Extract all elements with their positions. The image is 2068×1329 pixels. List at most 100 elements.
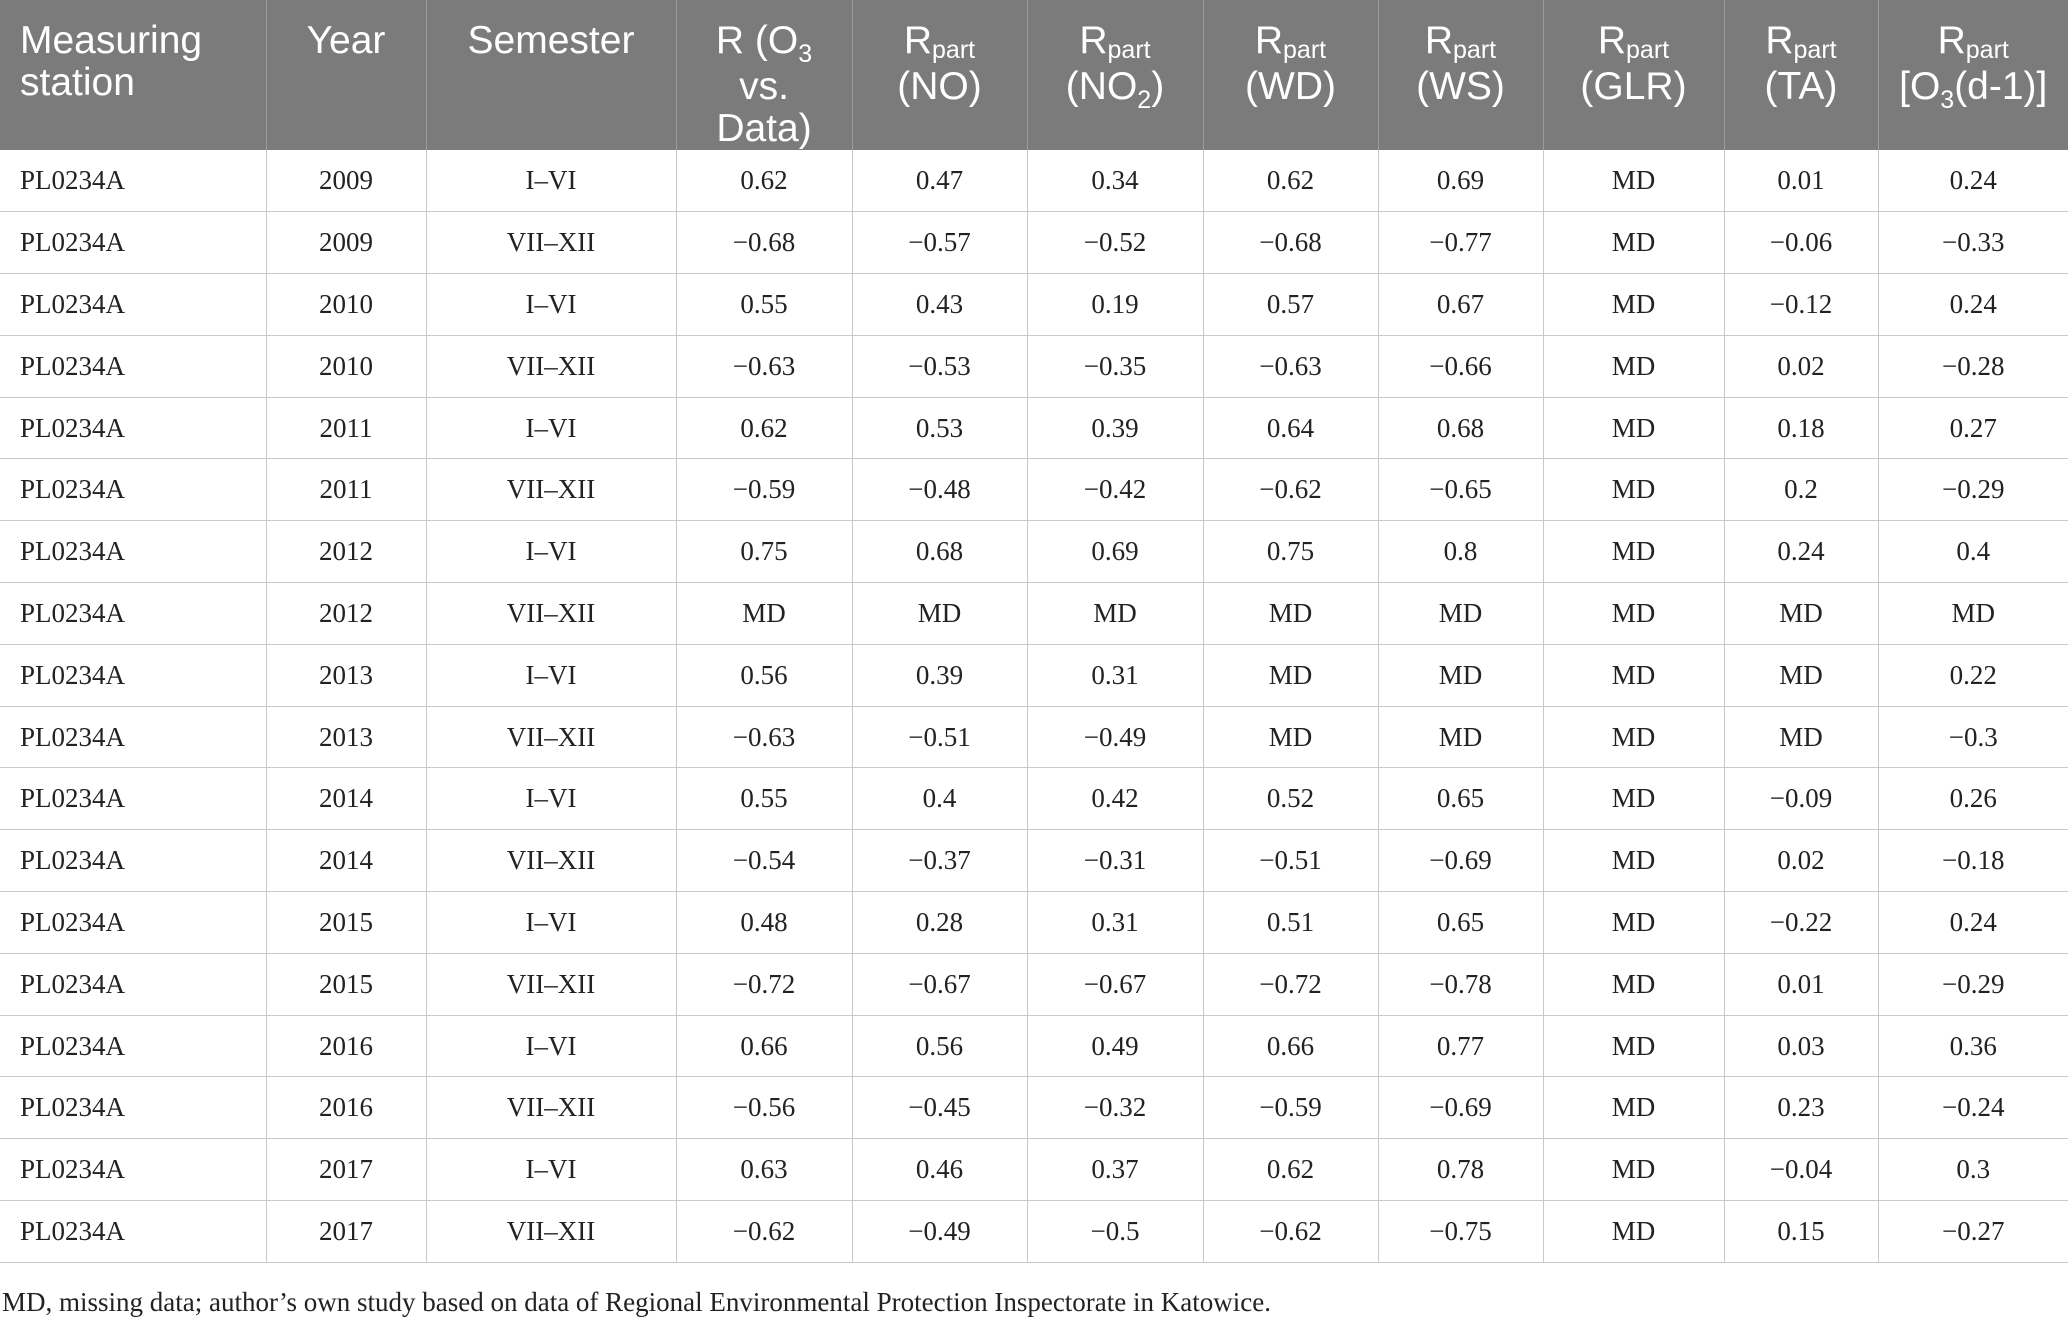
cell-semester: I–VI [426, 273, 677, 336]
cell-rpart-ta: −0.04 [1724, 1138, 1879, 1202]
cell-rpart-wd: 0.62 [1203, 1138, 1379, 1202]
cell-semester: VII–XII [426, 1200, 677, 1263]
table-row: PL0234A 2010 VII–XII −0.63 −0.53 −0.35 −0.63 −0… [0, 335, 2068, 398]
table-row: PL0234A 2014 VII–XII −0.54 −0.37 −0.31 −0.51 −0… [0, 829, 2068, 893]
cell-rpart-no: 0.47 [852, 150, 1028, 213]
cell-rpart-glr: MD [1543, 953, 1725, 1016]
table-footnote: MD, missing data; author’s own study bas… [2, 1287, 1271, 1317]
cell-rpart-wd: −0.72 [1203, 953, 1379, 1016]
cell-rpart-wd: 0.57 [1203, 273, 1379, 336]
cell-r: 0.66 [676, 1015, 853, 1078]
cell-station: PL0234A [0, 953, 267, 1016]
cell-year: 2014 [266, 829, 427, 893]
header-rpart-glr: Rpart (GLR) [1543, 0, 1725, 150]
cell-semester: I–VI [426, 397, 677, 460]
cell-station: PL0234A [0, 644, 267, 707]
cell-rpart-no2: 0.34 [1027, 150, 1204, 213]
cell-rpart-o3-d-1: 0.26 [1878, 767, 2068, 831]
table-row: PL0234A 2015 VII–XII −0.72 −0.67 −0.67 −0.72 −0… [0, 953, 2068, 1016]
cell-r: 0.63 [676, 1138, 853, 1202]
cell-year: 2016 [266, 1015, 427, 1078]
cell-rpart-no: 0.28 [852, 891, 1028, 954]
cell-rpart-no: −0.49 [852, 1200, 1028, 1263]
cell-rpart-no: −0.67 [852, 953, 1028, 1016]
cell-rpart-no2: −0.32 [1027, 1076, 1204, 1140]
cell-rpart-no: 0.39 [852, 644, 1028, 707]
cell-station: PL0234A [0, 1076, 267, 1140]
cell-rpart-no2: −0.31 [1027, 829, 1204, 893]
cell-rpart-wd: 0.64 [1203, 397, 1379, 460]
cell-rpart-o3-d-1: 0.24 [1878, 891, 2068, 954]
cell-rpart-no: −0.53 [852, 335, 1028, 398]
header-rpart-no: Rpart (NO) [852, 0, 1028, 150]
cell-semester: I–VI [426, 1138, 677, 1202]
cell-rpart-no: 0.46 [852, 1138, 1028, 1202]
cell-rpart-ta: 0.01 [1724, 150, 1879, 213]
cell-station: PL0234A [0, 706, 267, 769]
header-rpart-ws: Rpart (WS) [1378, 0, 1544, 150]
cell-rpart-no2: −0.49 [1027, 706, 1204, 769]
cell-rpart-no: −0.37 [852, 829, 1028, 893]
cell-station: PL0234A [0, 150, 267, 213]
cell-r: −0.56 [676, 1076, 853, 1140]
cell-station: PL0234A [0, 273, 267, 336]
cell-rpart-o3-d-1: 0.27 [1878, 397, 2068, 460]
cell-rpart-ws: 0.77 [1378, 1015, 1544, 1078]
header-rpart-ta: Rpart (TA) [1724, 0, 1879, 150]
cell-rpart-glr: MD [1543, 706, 1725, 769]
cell-rpart-no2: 0.19 [1027, 273, 1204, 336]
cell-semester: VII–XII [426, 829, 677, 893]
cell-year: 2011 [266, 397, 427, 460]
cell-rpart-glr: MD [1543, 1138, 1725, 1202]
cell-rpart-ws: 0.65 [1378, 891, 1544, 954]
cell-rpart-ws: 0.69 [1378, 150, 1544, 213]
cell-rpart-glr: MD [1543, 1015, 1725, 1078]
table-row: PL0234A 2016 VII–XII −0.56 −0.45 −0.32 −0.59 −0… [0, 1076, 2068, 1140]
cell-station: PL0234A [0, 520, 267, 584]
table-row: PL0234A 2017 I–VI 0.63 0.46 0.37 0.62 0.78 MD −0.… [0, 1138, 2068, 1202]
cell-rpart-ws: −0.69 [1378, 829, 1544, 893]
cell-semester: I–VI [426, 520, 677, 584]
cell-rpart-ta: 0.03 [1724, 1015, 1879, 1078]
cell-semester: VII–XII [426, 953, 677, 1016]
cell-semester: VII–XII [426, 335, 677, 398]
cell-rpart-glr: MD [1543, 829, 1725, 893]
cell-station: PL0234A [0, 1015, 267, 1078]
cell-rpart-no2: 0.69 [1027, 520, 1204, 584]
cell-rpart-wd: −0.68 [1203, 211, 1379, 275]
cell-rpart-ws: MD [1378, 582, 1544, 645]
cell-rpart-ws: 0.8 [1378, 520, 1544, 584]
cell-rpart-glr: MD [1543, 397, 1725, 460]
cell-rpart-no: 0.43 [852, 273, 1028, 336]
cell-rpart-o3-d-1: 0.24 [1878, 150, 2068, 213]
cell-r: 0.62 [676, 397, 853, 460]
cell-rpart-wd: 0.51 [1203, 891, 1379, 954]
cell-rpart-no2: 0.31 [1027, 891, 1204, 954]
cell-rpart-no: MD [852, 582, 1028, 645]
cell-rpart-ta: 0.02 [1724, 829, 1879, 893]
cell-semester: I–VI [426, 767, 677, 831]
cell-rpart-ws: −0.66 [1378, 335, 1544, 398]
cell-semester: VII–XII [426, 458, 677, 522]
cell-rpart-no: 0.68 [852, 520, 1028, 584]
cell-r: 0.56 [676, 644, 853, 707]
cell-semester: I–VI [426, 644, 677, 707]
cell-rpart-glr: MD [1543, 1200, 1725, 1263]
cell-rpart-o3-d-1: −0.18 [1878, 829, 2068, 893]
cell-rpart-ws: 0.68 [1378, 397, 1544, 460]
cell-rpart-glr: MD [1543, 644, 1725, 707]
cell-rpart-o3-d-1: 0.22 [1878, 644, 2068, 707]
cell-rpart-o3-d-1: −0.29 [1878, 458, 2068, 522]
cell-rpart-ws: −0.77 [1378, 211, 1544, 275]
cell-semester: VII–XII [426, 706, 677, 769]
cell-rpart-ta: 0.24 [1724, 520, 1879, 584]
cell-rpart-ta: MD [1724, 582, 1879, 645]
cell-rpart-no2: 0.42 [1027, 767, 1204, 831]
table-row: PL0234A 2016 I–VI 0.66 0.56 0.49 0.66 0.77 MD 0.0… [0, 1015, 2068, 1078]
cell-rpart-wd: −0.62 [1203, 1200, 1379, 1263]
cell-station: PL0234A [0, 335, 267, 398]
cell-rpart-ws: −0.75 [1378, 1200, 1544, 1263]
cell-station: PL0234A [0, 211, 267, 275]
cell-rpart-wd: 0.62 [1203, 150, 1379, 213]
cell-rpart-glr: MD [1543, 273, 1725, 336]
